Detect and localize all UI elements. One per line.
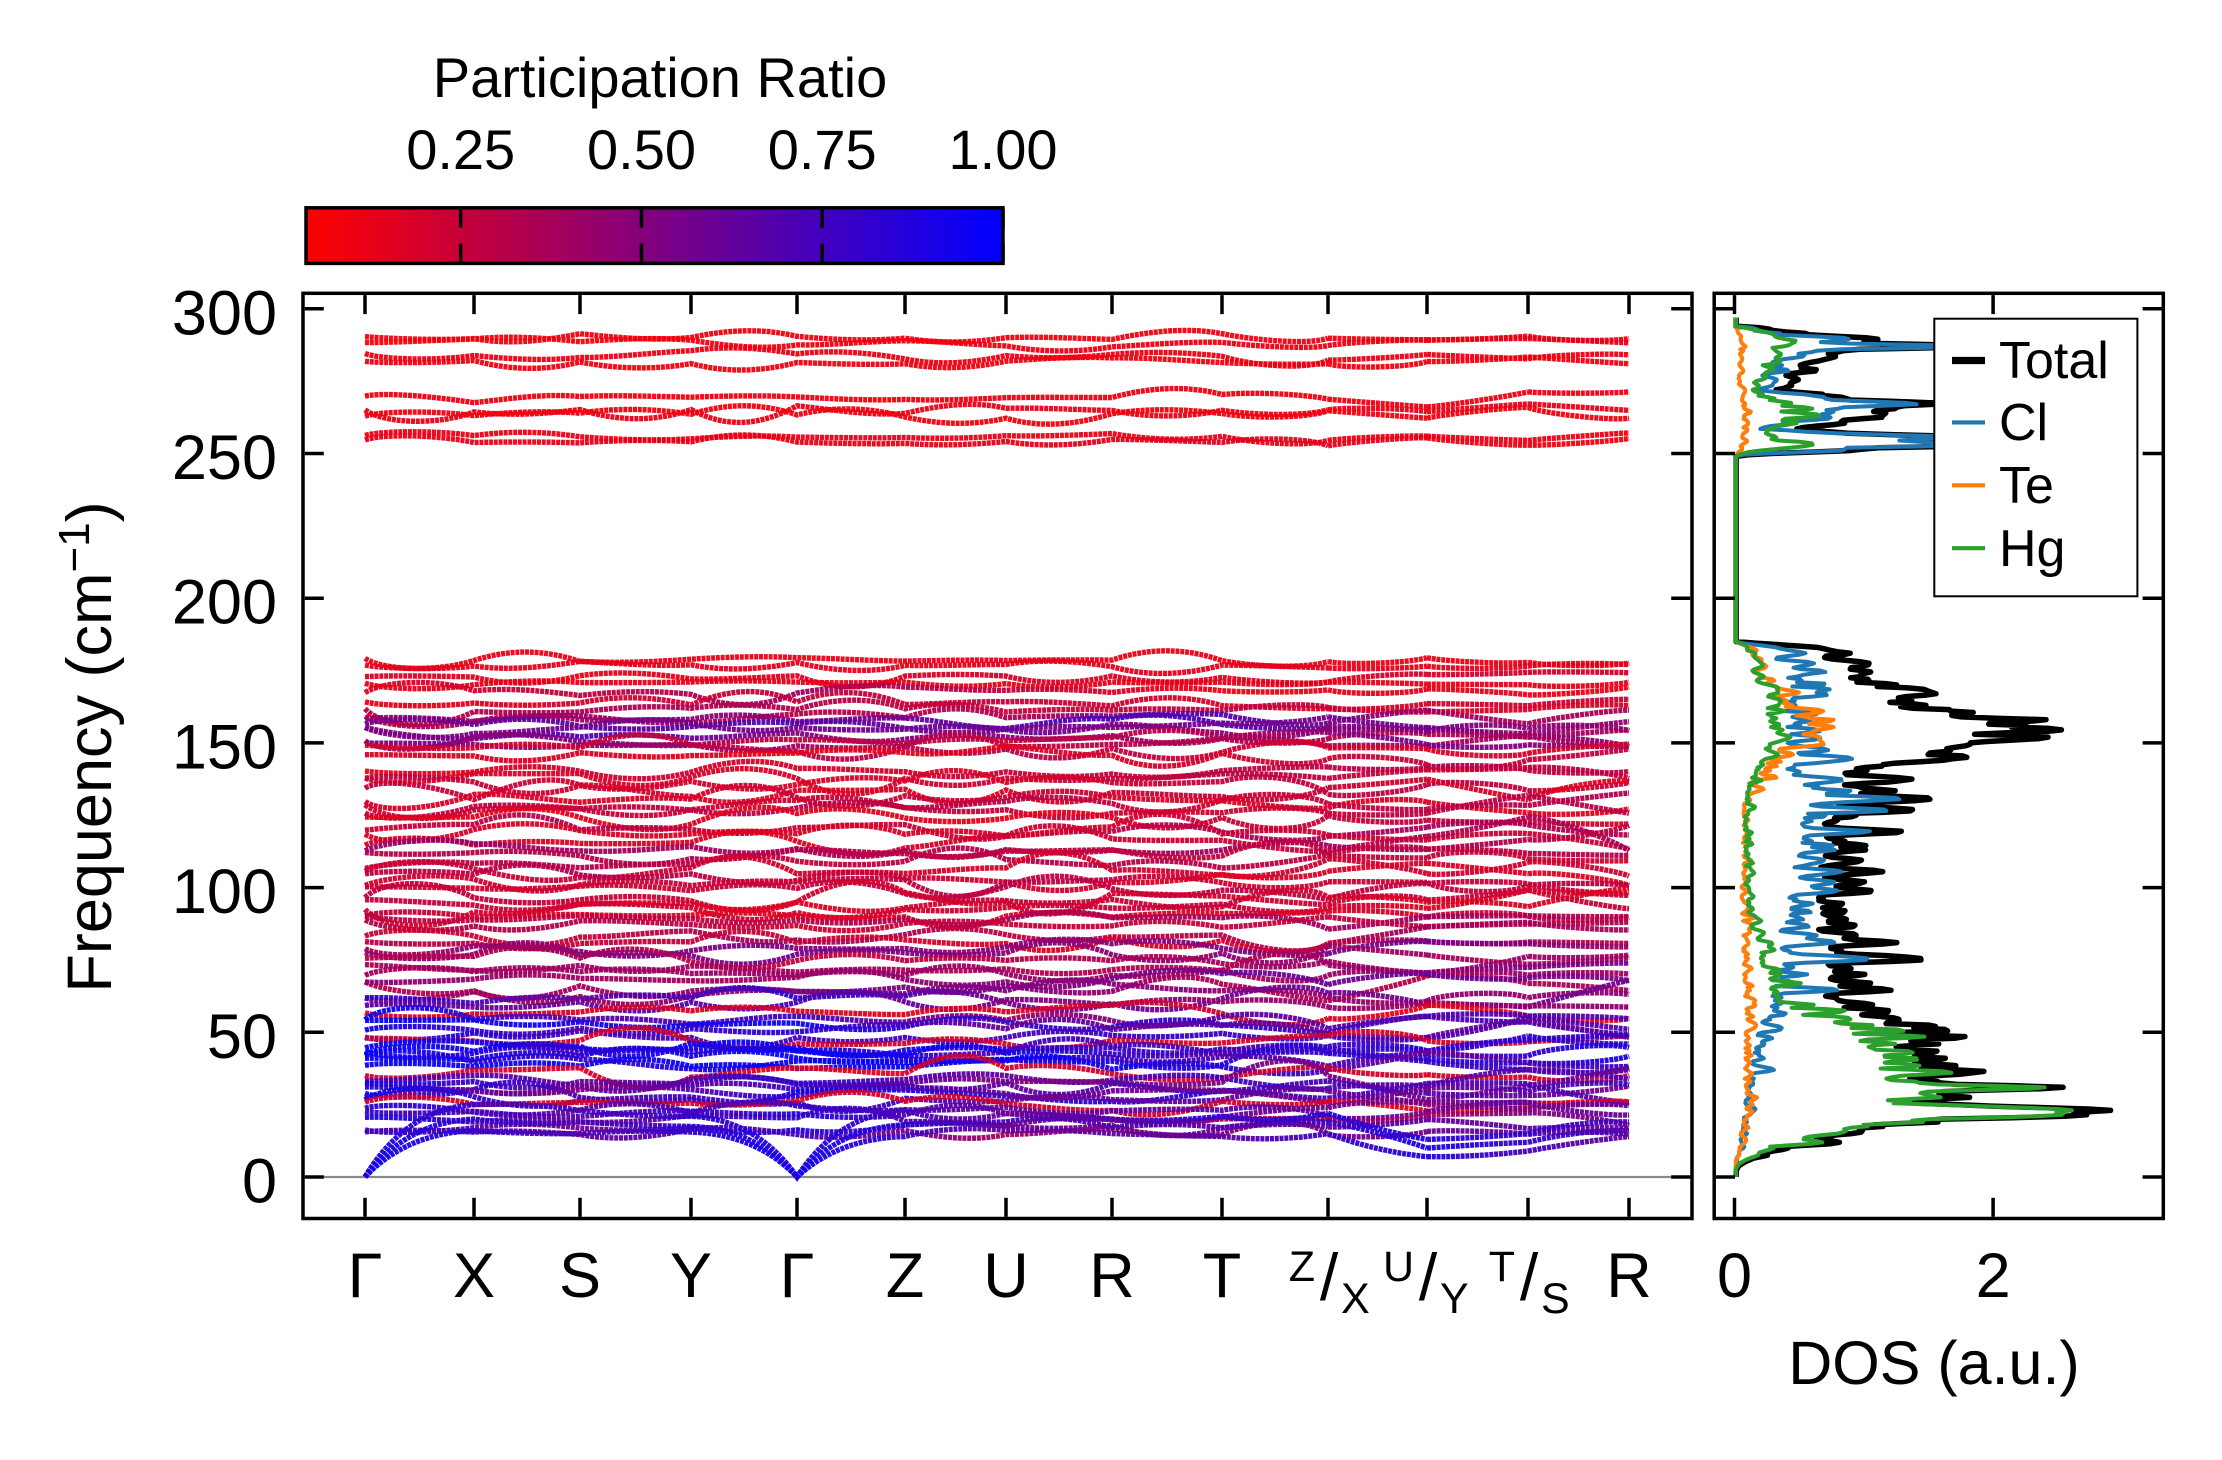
svg-text:X: X	[1341, 1275, 1370, 1323]
svg-text:0.50: 0.50	[587, 118, 696, 181]
svg-text:300: 300	[172, 278, 277, 348]
svg-text:2: 2	[1976, 1241, 2011, 1311]
svg-text:R: R	[1089, 1241, 1135, 1311]
svg-text:Y: Y	[1440, 1275, 1469, 1323]
svg-text:S: S	[1541, 1275, 1570, 1323]
svg-text:200: 200	[172, 568, 277, 638]
svg-text:U: U	[1383, 1243, 1414, 1291]
svg-text:1.00: 1.00	[949, 118, 1058, 181]
svg-text:0.25: 0.25	[406, 118, 515, 181]
svg-text:Z: Z	[886, 1241, 924, 1311]
svg-text:Cl: Cl	[1999, 394, 2048, 452]
svg-text:Hg: Hg	[1999, 520, 2065, 578]
svg-text:250: 250	[172, 423, 277, 493]
svg-text:150: 150	[172, 712, 277, 782]
svg-text:T: T	[1203, 1241, 1241, 1311]
svg-text:R: R	[1606, 1241, 1652, 1311]
svg-text:Z: Z	[1289, 1243, 1315, 1291]
svg-text:DOS (a.u.): DOS (a.u.)	[1788, 1329, 2080, 1397]
svg-text:0: 0	[1717, 1241, 1752, 1311]
svg-text:Y: Y	[670, 1241, 712, 1311]
svg-text:S: S	[559, 1241, 601, 1311]
svg-text:100: 100	[172, 857, 277, 927]
svg-text:Γ: Γ	[780, 1241, 815, 1311]
svg-text:0.75: 0.75	[768, 118, 877, 181]
svg-text:Participation Ratio: Participation Ratio	[433, 46, 887, 109]
svg-text:/: /	[1520, 1240, 1539, 1314]
svg-text:/: /	[1320, 1240, 1339, 1314]
svg-text:X: X	[453, 1241, 495, 1311]
svg-text:50: 50	[207, 1002, 277, 1072]
svg-text:/: /	[1419, 1240, 1438, 1314]
svg-text:Frequency (cm−1): Frequency (cm−1)	[50, 501, 125, 992]
svg-text:U: U	[983, 1241, 1029, 1311]
svg-text:Total: Total	[1999, 332, 2109, 390]
svg-text:Γ: Γ	[348, 1241, 383, 1311]
svg-text:0: 0	[242, 1147, 277, 1217]
svg-text:T: T	[1489, 1243, 1515, 1291]
svg-text:Te: Te	[1999, 457, 2054, 515]
